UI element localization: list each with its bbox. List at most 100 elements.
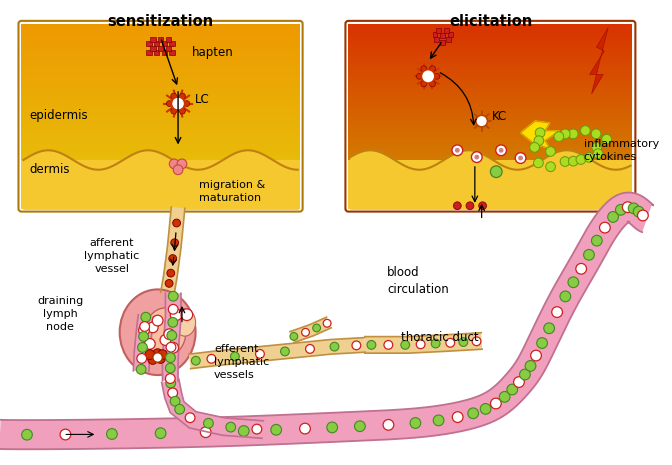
- Bar: [348, 46, 632, 48]
- Circle shape: [207, 354, 216, 363]
- Circle shape: [433, 415, 444, 426]
- Circle shape: [168, 342, 179, 353]
- Bar: [348, 82, 632, 86]
- Circle shape: [476, 115, 487, 127]
- Circle shape: [300, 423, 310, 434]
- Circle shape: [552, 307, 562, 318]
- Bar: [22, 206, 300, 209]
- Bar: [348, 160, 632, 209]
- Circle shape: [544, 323, 554, 333]
- Circle shape: [429, 81, 435, 87]
- Circle shape: [633, 206, 644, 217]
- Circle shape: [141, 312, 151, 322]
- Bar: [348, 110, 632, 113]
- Circle shape: [192, 356, 200, 365]
- Bar: [348, 120, 632, 122]
- Ellipse shape: [145, 308, 186, 357]
- Bar: [348, 73, 632, 76]
- Circle shape: [171, 239, 179, 246]
- Bar: [22, 95, 300, 98]
- Circle shape: [472, 152, 482, 162]
- Circle shape: [252, 424, 261, 434]
- Circle shape: [165, 279, 173, 287]
- Bar: [22, 88, 300, 92]
- Circle shape: [160, 335, 171, 345]
- Bar: [348, 166, 632, 169]
- Bar: [348, 175, 632, 178]
- Circle shape: [466, 202, 474, 210]
- Circle shape: [591, 235, 602, 246]
- Text: afferent
lymphatic
vessel: afferent lymphatic vessel: [84, 238, 140, 274]
- Bar: [22, 187, 300, 190]
- Bar: [348, 98, 632, 101]
- Circle shape: [616, 205, 626, 215]
- Circle shape: [607, 212, 618, 222]
- Circle shape: [569, 129, 578, 139]
- Bar: [22, 52, 300, 54]
- Circle shape: [281, 347, 290, 356]
- Circle shape: [401, 340, 410, 349]
- Bar: [22, 141, 300, 144]
- Bar: [348, 138, 632, 141]
- Circle shape: [417, 73, 422, 79]
- Circle shape: [478, 202, 487, 210]
- Circle shape: [431, 339, 440, 348]
- Text: elicitation: elicitation: [450, 14, 533, 29]
- Ellipse shape: [174, 309, 196, 336]
- Circle shape: [175, 405, 185, 414]
- Polygon shape: [0, 193, 654, 449]
- Circle shape: [239, 425, 249, 436]
- Circle shape: [560, 291, 571, 302]
- Bar: [22, 175, 300, 178]
- Circle shape: [530, 142, 540, 152]
- Bar: [348, 181, 632, 184]
- Circle shape: [179, 108, 185, 114]
- Circle shape: [136, 365, 146, 374]
- Bar: [348, 196, 632, 199]
- Polygon shape: [290, 317, 331, 343]
- Polygon shape: [521, 121, 560, 148]
- Circle shape: [531, 350, 542, 361]
- Circle shape: [496, 145, 507, 156]
- Circle shape: [144, 339, 155, 349]
- Bar: [22, 70, 300, 73]
- Circle shape: [352, 341, 361, 350]
- Circle shape: [576, 155, 586, 165]
- Circle shape: [472, 337, 481, 345]
- Bar: [22, 58, 300, 61]
- Circle shape: [170, 309, 182, 320]
- Circle shape: [416, 340, 425, 349]
- Circle shape: [153, 315, 163, 326]
- Circle shape: [515, 153, 526, 163]
- Circle shape: [168, 388, 177, 398]
- Bar: [348, 61, 632, 64]
- Polygon shape: [365, 333, 482, 353]
- Circle shape: [568, 277, 579, 288]
- Bar: [348, 206, 632, 209]
- Bar: [22, 184, 300, 187]
- Bar: [22, 156, 300, 159]
- Circle shape: [330, 342, 339, 351]
- Bar: [22, 48, 300, 52]
- Bar: [22, 150, 300, 153]
- Circle shape: [173, 219, 181, 227]
- Bar: [22, 98, 300, 101]
- Circle shape: [153, 349, 163, 359]
- Bar: [348, 79, 632, 82]
- Bar: [22, 153, 300, 156]
- Bar: [22, 193, 300, 196]
- Bar: [348, 36, 632, 39]
- Bar: [348, 126, 632, 128]
- Bar: [22, 101, 300, 104]
- Polygon shape: [161, 207, 185, 294]
- Circle shape: [584, 153, 594, 162]
- Circle shape: [628, 203, 639, 214]
- Circle shape: [184, 100, 190, 106]
- Bar: [348, 187, 632, 190]
- Bar: [348, 76, 632, 79]
- Circle shape: [323, 319, 331, 327]
- Bar: [348, 104, 632, 107]
- Circle shape: [622, 202, 633, 213]
- Circle shape: [474, 155, 479, 159]
- Circle shape: [591, 129, 601, 139]
